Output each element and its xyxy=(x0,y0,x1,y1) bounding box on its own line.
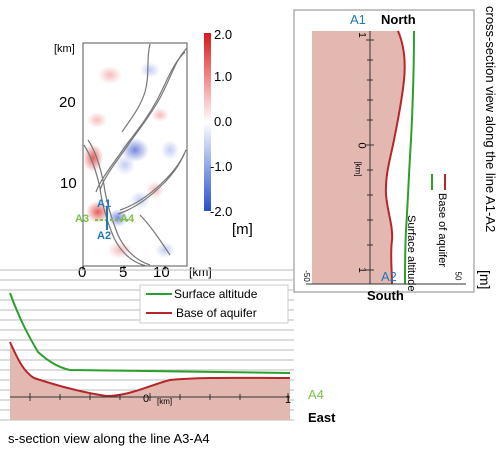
colorbar-tick-0: 0.0 xyxy=(214,114,233,129)
a3a4-km-tick-mid: 0 xyxy=(143,393,150,405)
a3a4-legend-surface: Surface altitude xyxy=(174,287,258,301)
colorbar-unit: [m] xyxy=(232,221,253,238)
map-marker-a1: A1 xyxy=(97,198,112,210)
colorbar-tick-neg2: -2.0 xyxy=(210,204,233,219)
a3a4-km-unit: [km] xyxy=(157,397,173,406)
a1a2-marker-bottom: A2 xyxy=(381,269,397,284)
a1a2-marker-top: A1 xyxy=(350,12,366,27)
a1a2-base-line xyxy=(384,30,406,285)
a1a2-surface-line xyxy=(404,30,415,285)
map-x-tick-0: 0 xyxy=(78,264,87,281)
a3a4-base-line xyxy=(9,341,291,398)
map-x-axis xyxy=(82,266,166,270)
map-x-tick-5: 5 xyxy=(119,264,128,281)
colorbar-tick-1: 1.0 xyxy=(214,69,233,84)
map-marker-a3: A3 xyxy=(75,213,90,225)
map-y-tick-10: 10 xyxy=(60,175,77,192)
a3a4-legend-box xyxy=(139,284,289,324)
a1a2-km-ticks xyxy=(366,39,374,271)
a3a4-caption: s-section view along the line A3-A4 xyxy=(8,431,210,446)
colorbar-tick-neg1: -1.0 xyxy=(210,159,233,174)
a3a4-surface-line xyxy=(9,292,291,374)
a3a4-aquifer-fill xyxy=(10,342,290,420)
a3a4-east-label: East xyxy=(308,410,336,425)
a3a4-marker-right: A4 xyxy=(308,387,324,402)
colorbar-tick-2: 2.0 xyxy=(214,27,233,42)
map-x-tick-10: 10 xyxy=(153,264,170,281)
map-marker-a2: A2 xyxy=(97,230,112,242)
a1a2-aquifer-fill xyxy=(312,31,405,284)
a1a2-north-label: North xyxy=(381,12,416,27)
map-marker-a4: A4 xyxy=(120,213,135,225)
colorbar xyxy=(204,33,211,211)
a3a4-km-tick-right: 1 xyxy=(285,394,292,406)
map-km-label: [km] xyxy=(54,43,75,55)
river-channels xyxy=(83,43,188,267)
a3a4-km-ticks xyxy=(29,393,289,401)
a1a2-south-label: South xyxy=(367,288,404,303)
map-x-unit: [km] xyxy=(189,265,212,279)
a3a4-legend-base: Base of aquifer xyxy=(176,306,257,320)
map-y-tick-20: 20 xyxy=(59,94,76,111)
